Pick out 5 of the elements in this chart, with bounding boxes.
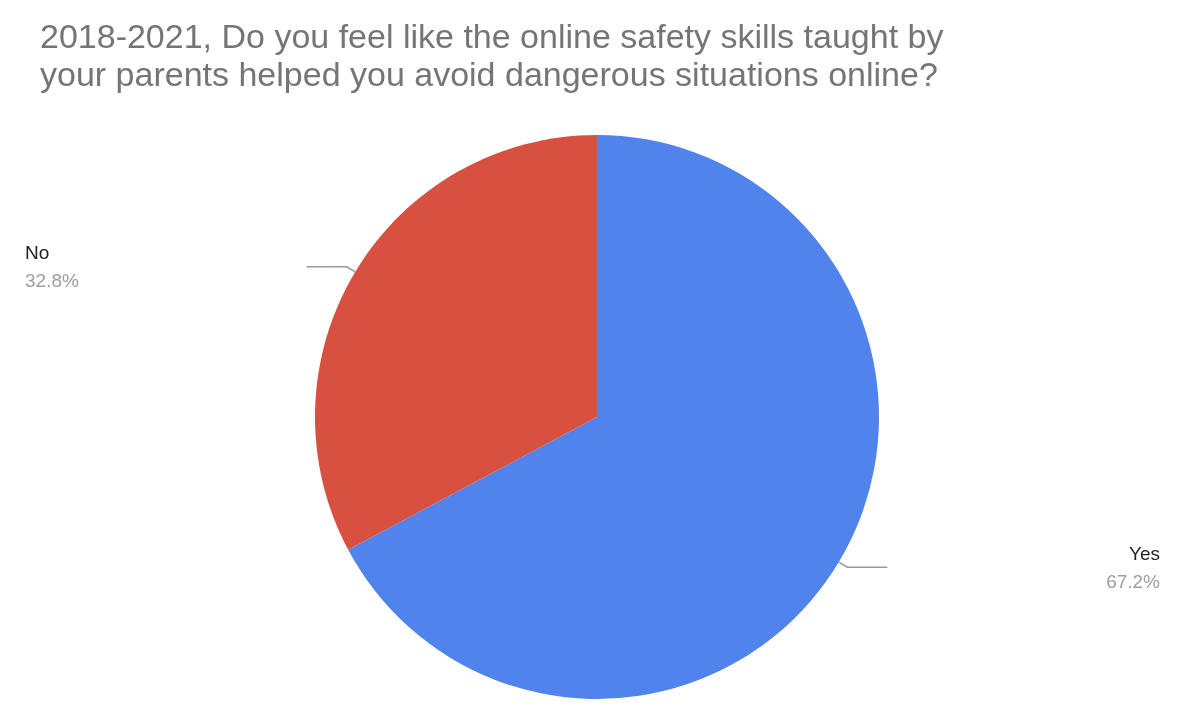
slice-label: Yes [1129,542,1160,564]
chart-title: 2018-2021, Do you feel like the online safety skills taught by your parents helped you avoid dangerous situations online? [40,17,944,93]
data-label: 67.2% [1106,570,1161,592]
slice-label: No [25,242,50,264]
data-label: 32.8% [25,270,79,292]
